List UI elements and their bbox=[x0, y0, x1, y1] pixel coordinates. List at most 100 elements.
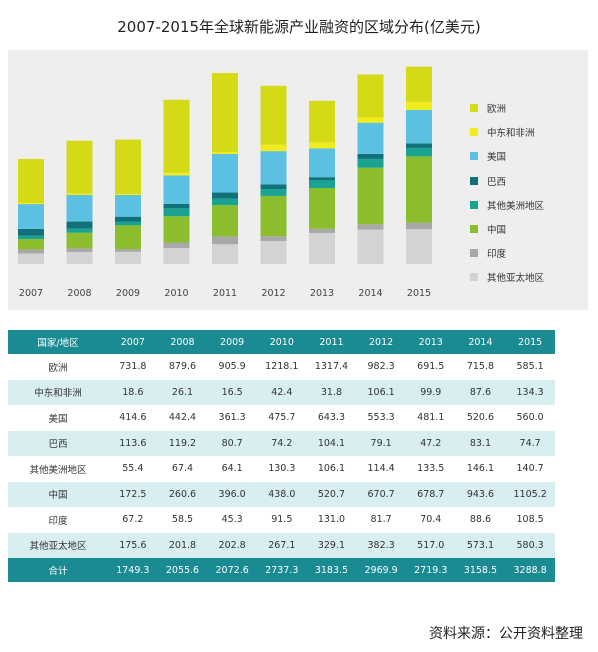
table-row: 中国 172.5 260.6 396.0 438.0 520.7 670.7 678.7 943… bbox=[8, 481, 555, 507]
bar-segment-2010-6 bbox=[163, 172, 190, 176]
table-total-cell: 1749.3 bbox=[108, 558, 158, 582]
bar-segment-2013-0 bbox=[309, 232, 335, 264]
bar-segment-2015-5 bbox=[406, 109, 432, 144]
table-cell: 131.0 bbox=[306, 507, 357, 533]
table-cell: 361.3 bbox=[207, 405, 257, 431]
bar-segment-2012-1 bbox=[260, 236, 287, 242]
table-total-cell: 合计 bbox=[8, 558, 108, 582]
table-cell: 879.6 bbox=[157, 354, 208, 380]
table-cell: 114.4 bbox=[356, 456, 406, 482]
legend-label: 其他美洲地区 bbox=[487, 200, 545, 212]
bar-segment-2009-6 bbox=[115, 193, 141, 195]
table-cell: 67.2 bbox=[108, 507, 158, 533]
bar-segment-2012-6 bbox=[260, 144, 287, 152]
legend-label: 欧洲 bbox=[487, 104, 507, 116]
bar-segment-2009-5 bbox=[115, 194, 141, 217]
bar-segment-2007-3 bbox=[18, 235, 44, 240]
table-cell: 382.3 bbox=[356, 532, 406, 558]
table-row: 其他亚太地区 175.6 201.8 202.8 267.1 329.1 382.3 517.… bbox=[8, 532, 555, 558]
legend-item: 中东和非洲 bbox=[470, 120, 585, 144]
table-cell: 442.4 bbox=[157, 405, 208, 431]
bar-segment-2012-4 bbox=[260, 184, 287, 190]
table-cell: 260.6 bbox=[157, 481, 208, 507]
bar-segment-2015-1 bbox=[406, 222, 432, 230]
table-header-cell: 2014 bbox=[455, 330, 506, 354]
bar-segment-2008-3 bbox=[66, 228, 93, 233]
table-cell: 573.1 bbox=[455, 532, 506, 558]
table-cell: 140.7 bbox=[505, 456, 555, 482]
table-cell: 517.0 bbox=[405, 532, 456, 558]
table-total-cell: 3288.8 bbox=[505, 558, 555, 582]
bar-segment-2009-4 bbox=[115, 216, 141, 222]
x-tick-label: 2010 bbox=[164, 288, 188, 299]
bar-segment-2015-0 bbox=[406, 229, 432, 264]
table-cell: 438.0 bbox=[256, 481, 307, 507]
table-cell: 巴西 bbox=[8, 430, 108, 456]
legend-swatch bbox=[470, 273, 478, 282]
x-tick-label: 2011 bbox=[213, 288, 237, 299]
legend-swatch bbox=[470, 104, 478, 113]
table-header-cell: 2011 bbox=[306, 330, 357, 354]
table-cell: 91.5 bbox=[256, 507, 307, 533]
legend-item: 其他亚太地区 bbox=[470, 265, 585, 289]
table-cell: 42.4 bbox=[256, 379, 307, 405]
table-cell: 982.3 bbox=[356, 354, 406, 380]
table-cell: 99.9 bbox=[405, 379, 456, 405]
bar-segment-2013-5 bbox=[309, 148, 335, 178]
bar-segment-2011-2 bbox=[212, 205, 238, 237]
bar-segment-2007-2 bbox=[18, 239, 44, 250]
table-cell: 520.6 bbox=[455, 405, 506, 431]
table-cell: 585.1 bbox=[505, 354, 555, 380]
legend-swatch bbox=[470, 225, 478, 234]
table-cell: 134.3 bbox=[505, 379, 555, 405]
legend-item: 巴西 bbox=[470, 169, 585, 193]
x-tick-label: 2014 bbox=[358, 288, 382, 299]
bar-segment-2007-4 bbox=[18, 228, 44, 236]
legend-swatch bbox=[470, 152, 478, 161]
bar-segment-2013-6 bbox=[309, 142, 335, 149]
chart-legend: 欧洲 中东和非洲 美国 巴西 其他美洲地区 中国 印度 其他亚太地区 bbox=[470, 96, 585, 290]
x-tick-label: 2008 bbox=[67, 288, 91, 299]
x-tick-label: 2012 bbox=[261, 288, 285, 299]
table-cell: 119.2 bbox=[157, 430, 208, 456]
table-cell: 16.5 bbox=[207, 379, 257, 405]
table-cell: 133.5 bbox=[405, 456, 456, 482]
bar-segment-2015-2 bbox=[406, 156, 432, 223]
table-header-cell: 2013 bbox=[405, 330, 456, 354]
table-header-cell: 国家/地区 bbox=[8, 330, 108, 354]
bar-segment-2014-4 bbox=[357, 153, 384, 159]
bar-segment-2011-0 bbox=[212, 244, 238, 264]
legend-item: 印度 bbox=[470, 241, 585, 265]
table-cell: 201.8 bbox=[157, 532, 208, 558]
bar-segment-2015-3 bbox=[406, 147, 432, 157]
table-cell: 731.8 bbox=[108, 354, 158, 380]
bar-segment-2007-1 bbox=[18, 249, 44, 254]
legend-swatch bbox=[470, 176, 478, 185]
table-header-cell: 2008 bbox=[157, 330, 208, 354]
table-header-row: 国家/地区 2007 2008 2009 2010 2011 2012 2013 2014 201… bbox=[8, 330, 555, 354]
table-cell: 83.1 bbox=[455, 430, 506, 456]
table-cell: 其他美洲地区 bbox=[8, 456, 108, 482]
bar-segment-2013-7 bbox=[309, 100, 335, 143]
bar-segment-2010-4 bbox=[163, 203, 190, 209]
legend-item: 欧洲 bbox=[470, 96, 585, 120]
table-cell: 520.7 bbox=[306, 481, 357, 507]
bar-segment-2009-3 bbox=[115, 221, 141, 226]
bar-segment-2011-4 bbox=[212, 192, 238, 199]
table-header-cell: 2007 bbox=[108, 330, 158, 354]
table-total-cell: 3158.5 bbox=[455, 558, 506, 582]
table-cell: 396.0 bbox=[207, 481, 257, 507]
stacked-bar-chart: 2007 2008 2009 2010 2011 2012 2013 2014 2015 bbox=[18, 66, 432, 299]
legend-item: 其他美洲地区 bbox=[470, 193, 585, 217]
table-row: 欧洲 731.8 879.6 905.9 1218.1 1317.4 982.3 691.5 7… bbox=[8, 354, 555, 380]
table-cell: 172.5 bbox=[108, 481, 158, 507]
bar-segment-2007-6 bbox=[18, 202, 44, 205]
bar-segment-2009-0 bbox=[115, 251, 141, 264]
table-total-cell: 2719.3 bbox=[405, 558, 456, 582]
table-cell: 其他亚太地区 bbox=[8, 532, 108, 558]
legend-item: 中国 bbox=[470, 217, 585, 241]
bar-segment-2014-0 bbox=[357, 229, 384, 264]
bar-segment-2008-7 bbox=[66, 140, 93, 194]
table-cell: 106.1 bbox=[306, 456, 357, 482]
bar-segment-2011-1 bbox=[212, 236, 238, 245]
